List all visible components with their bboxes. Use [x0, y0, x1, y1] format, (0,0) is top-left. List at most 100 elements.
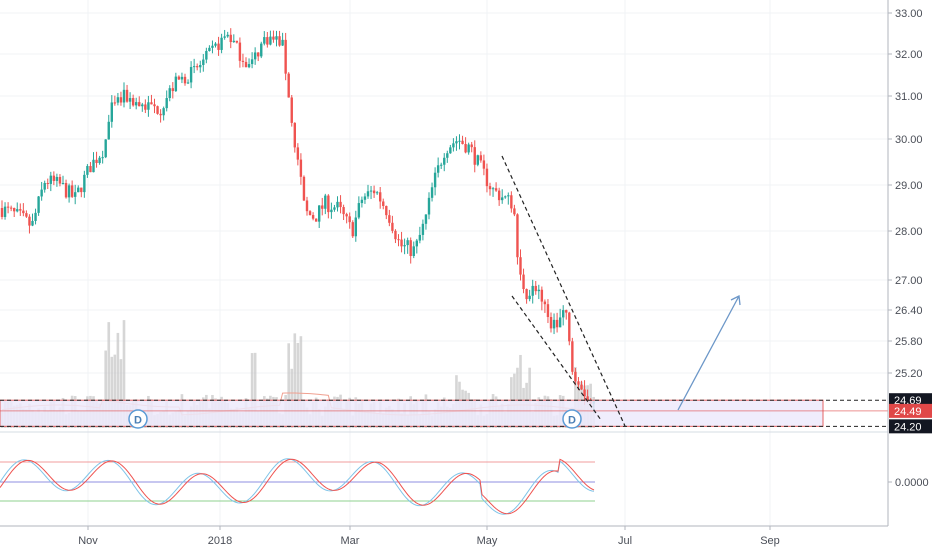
- candle-body: [461, 140, 464, 145]
- candle-body: [74, 192, 77, 197]
- candle-body: [363, 196, 367, 200]
- candle-body: [406, 240, 409, 246]
- candle-body: [519, 257, 522, 275]
- candle-body: [449, 147, 452, 154]
- candle-body: [159, 113, 162, 116]
- candle-body: [354, 217, 357, 237]
- volume-bar: [299, 336, 303, 428]
- candle-body: [43, 182, 46, 190]
- candle-body: [415, 240, 418, 247]
- candle-body: [321, 205, 324, 209]
- volume-bar: [116, 332, 120, 428]
- candle-body: [247, 64, 251, 68]
- candle-body: [229, 34, 232, 43]
- candle-body: [287, 73, 290, 98]
- volume-bar: [296, 342, 300, 428]
- candle-body: [19, 209, 22, 211]
- candle-body: [189, 67, 193, 83]
- volume-bar: [519, 354, 522, 428]
- candle-body: [522, 274, 525, 290]
- candle-body: [494, 188, 498, 191]
- candle-body: [497, 190, 501, 201]
- candle-body: [269, 36, 272, 45]
- candles: [0, 28, 595, 413]
- candle-body: [552, 319, 556, 329]
- candle-body: [150, 102, 153, 105]
- projection-arrowhead: [730, 295, 741, 306]
- candle-body: [324, 195, 327, 209]
- volume-bar: [250, 353, 254, 428]
- candle-body: [34, 212, 37, 221]
- candle-body: [205, 50, 208, 60]
- candle-body: [40, 189, 43, 197]
- volume-bar: [528, 367, 531, 428]
- candle-body: [555, 319, 559, 328]
- candle-body: [571, 341, 574, 372]
- osc-k-line: [0, 458, 595, 515]
- candle-body: [272, 36, 275, 40]
- candle-body: [208, 47, 211, 51]
- volume-bar: [122, 320, 126, 428]
- candle-body: [586, 396, 589, 401]
- candle-body: [531, 285, 534, 296]
- candle-body: [379, 192, 382, 202]
- dividend-marker-label: D: [568, 415, 576, 427]
- candle-body: [135, 102, 138, 106]
- candle-body: [141, 104, 144, 107]
- candle-body: [366, 191, 370, 197]
- candle-body: [476, 155, 479, 165]
- candle-body: [241, 60, 245, 62]
- candle-body: [513, 208, 516, 215]
- candle-body: [339, 201, 342, 208]
- candle-body: [28, 216, 31, 226]
- candle-body: [369, 190, 373, 192]
- candle-body: [568, 312, 571, 342]
- candle-body: [101, 157, 104, 159]
- candle-body: [516, 214, 519, 258]
- candle-body: [98, 157, 101, 164]
- candle-body: [263, 37, 266, 44]
- osc-tick-label: 0.0000: [895, 477, 929, 489]
- candle-body: [180, 76, 184, 80]
- candle-body: [565, 310, 568, 313]
- candle-body: [528, 295, 531, 300]
- candle-body: [165, 98, 168, 109]
- candle-body: [296, 147, 300, 160]
- dividend-marker: [128, 409, 148, 429]
- candle-body: [144, 104, 147, 110]
- candle-body: [214, 43, 217, 46]
- price-tick-label: 25.20: [895, 368, 923, 380]
- candle-body: [327, 195, 330, 213]
- price-tick-label: 33.00: [895, 8, 923, 20]
- candle-body: [55, 176, 59, 181]
- candle-body: [391, 222, 394, 231]
- candle-body: [67, 185, 71, 198]
- candle-body: [95, 159, 98, 164]
- candle-body: [22, 210, 25, 214]
- candle-body: [583, 389, 586, 397]
- candle-body: [113, 102, 117, 104]
- volume-bar: [110, 356, 114, 428]
- candle-body: [394, 230, 397, 240]
- candle-body: [351, 222, 354, 237]
- candle-body: [424, 214, 428, 224]
- candle-body: [232, 40, 235, 43]
- candle-body: [443, 157, 446, 165]
- candle-body: [488, 186, 492, 190]
- candle-body: [257, 52, 260, 57]
- candle-body: [235, 40, 239, 43]
- candle-body: [574, 371, 577, 382]
- candle-body: [128, 98, 132, 102]
- candle-body: [464, 144, 467, 153]
- candle-body: [510, 195, 513, 209]
- channel-upper-line: [501, 155, 626, 427]
- candle-body: [473, 147, 476, 165]
- candle-body: [64, 183, 68, 198]
- candle-body: [196, 66, 199, 68]
- candle-body: [171, 88, 174, 92]
- candle-body: [400, 239, 403, 247]
- candle-body: [52, 175, 56, 181]
- candle-body: [385, 205, 388, 216]
